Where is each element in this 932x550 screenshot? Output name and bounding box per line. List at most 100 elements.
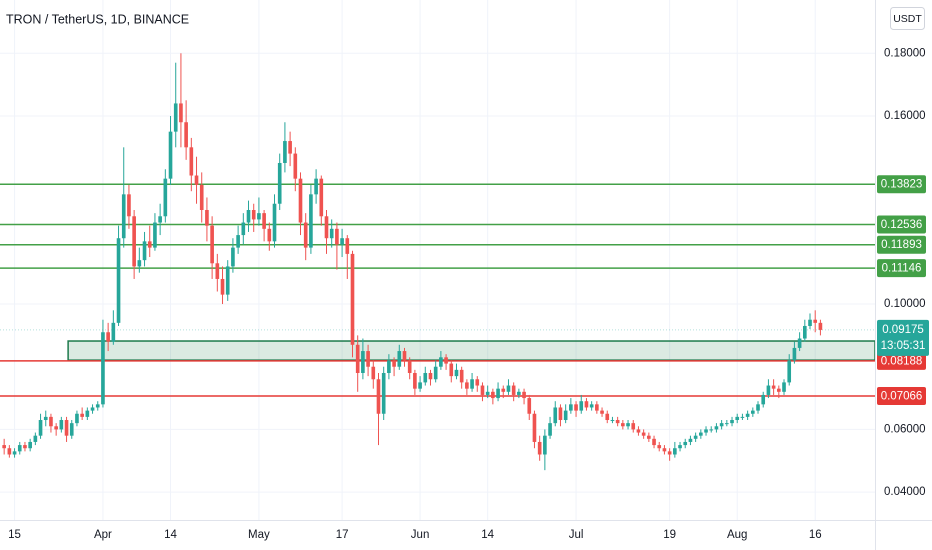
candle-body bbox=[17, 445, 22, 452]
candle-body bbox=[714, 426, 719, 430]
candle-body bbox=[153, 222, 157, 248]
candle-body bbox=[548, 423, 552, 436]
x-tick-label: 19 bbox=[663, 529, 676, 541]
level-label: 0.11893 bbox=[881, 239, 922, 251]
candle-body bbox=[605, 413, 610, 421]
candle-body bbox=[194, 175, 199, 185]
candle-body bbox=[101, 332, 105, 405]
candle-body bbox=[54, 426, 58, 430]
candle-body bbox=[600, 410, 604, 414]
candle-body bbox=[595, 404, 599, 411]
x-tick-label: 14 bbox=[481, 529, 494, 541]
candle-body bbox=[792, 347, 797, 361]
candle-body bbox=[527, 398, 532, 414]
x-tick-label: May bbox=[248, 529, 270, 541]
candle-body bbox=[579, 401, 584, 411]
candle-body bbox=[111, 322, 116, 342]
candle-body bbox=[683, 441, 688, 446]
candle-body bbox=[532, 413, 537, 442]
candle-body bbox=[257, 213, 261, 220]
candle-body bbox=[80, 413, 84, 417]
candle-body bbox=[142, 241, 147, 261]
candle-body bbox=[116, 238, 121, 323]
candle-body bbox=[636, 429, 641, 433]
candle-body bbox=[673, 448, 677, 455]
candle-body bbox=[137, 260, 142, 267]
candle-body bbox=[283, 141, 287, 163]
candle-body bbox=[402, 351, 407, 361]
candle-body bbox=[745, 413, 750, 417]
candle-body bbox=[345, 238, 350, 254]
candle-body bbox=[465, 382, 469, 389]
y-tick-label: 0.16000 bbox=[884, 110, 926, 122]
candle-body bbox=[43, 416, 48, 421]
candle-body bbox=[23, 445, 27, 449]
candle-body bbox=[569, 404, 573, 411]
candle-body bbox=[657, 445, 662, 449]
candle-body bbox=[413, 372, 417, 389]
candle-body bbox=[132, 216, 136, 267]
candle-body bbox=[168, 131, 173, 179]
candle-body bbox=[251, 210, 256, 220]
candle-body bbox=[340, 238, 344, 245]
candle-body bbox=[688, 438, 693, 442]
candle-body bbox=[543, 435, 547, 455]
candle-body bbox=[225, 266, 230, 295]
candle-body bbox=[7, 448, 12, 455]
candle-body bbox=[381, 372, 386, 414]
candle-body bbox=[719, 423, 724, 427]
candle-body bbox=[184, 122, 188, 148]
y-tick-label: 0.06000 bbox=[884, 423, 926, 435]
candle-body bbox=[90, 407, 95, 411]
candle-body bbox=[246, 210, 251, 223]
candle-body bbox=[621, 423, 625, 427]
candle-body bbox=[392, 360, 396, 367]
candle-body bbox=[298, 178, 303, 223]
axes: 0.04000 0.06000 0.10000 0.16000 0.18000 15 Apr… bbox=[8, 47, 929, 541]
level-tag bbox=[877, 351, 926, 370]
x-tick-label: Jul bbox=[569, 529, 584, 541]
candle-body bbox=[693, 435, 698, 439]
candle-body bbox=[818, 322, 823, 330]
candle-body bbox=[106, 332, 110, 342]
candle-body bbox=[439, 357, 443, 367]
level-tag bbox=[877, 259, 926, 278]
candle-body bbox=[350, 253, 355, 345]
candle-body bbox=[589, 404, 594, 408]
candle-body bbox=[309, 194, 313, 248]
candle-body bbox=[485, 391, 490, 395]
candle-body bbox=[428, 372, 433, 380]
candle-body bbox=[537, 441, 542, 455]
candle-body bbox=[699, 432, 703, 436]
candle-body bbox=[771, 385, 776, 389]
candle-body bbox=[756, 404, 760, 411]
candle-body bbox=[558, 407, 563, 421]
candle-body bbox=[158, 216, 162, 223]
x-tick-label: Apr bbox=[94, 529, 112, 541]
candle-body bbox=[506, 385, 511, 392]
candle-body bbox=[652, 438, 656, 446]
currency-button[interactable] bbox=[890, 7, 925, 30]
level-tag bbox=[877, 235, 926, 254]
candle-body bbox=[2, 445, 6, 449]
candle-body bbox=[397, 351, 402, 367]
candle-body bbox=[751, 410, 755, 414]
candle-body bbox=[735, 416, 740, 421]
candle-body bbox=[288, 141, 292, 154]
currency-label[interactable]: USDT bbox=[893, 13, 922, 25]
y-tick-label: 0.10000 bbox=[884, 298, 926, 310]
candle-body bbox=[615, 420, 620, 424]
candle-body bbox=[69, 423, 74, 436]
level-label: 0.08188 bbox=[881, 355, 923, 367]
candle-body bbox=[475, 379, 480, 386]
candle-body bbox=[85, 410, 90, 417]
candle-body bbox=[267, 228, 272, 242]
candle-body bbox=[662, 448, 667, 452]
level-tag bbox=[877, 387, 926, 406]
candle-body bbox=[173, 103, 178, 132]
x-tick-label: 16 bbox=[809, 529, 822, 541]
candles bbox=[2, 53, 823, 471]
candle-body bbox=[418, 382, 422, 389]
